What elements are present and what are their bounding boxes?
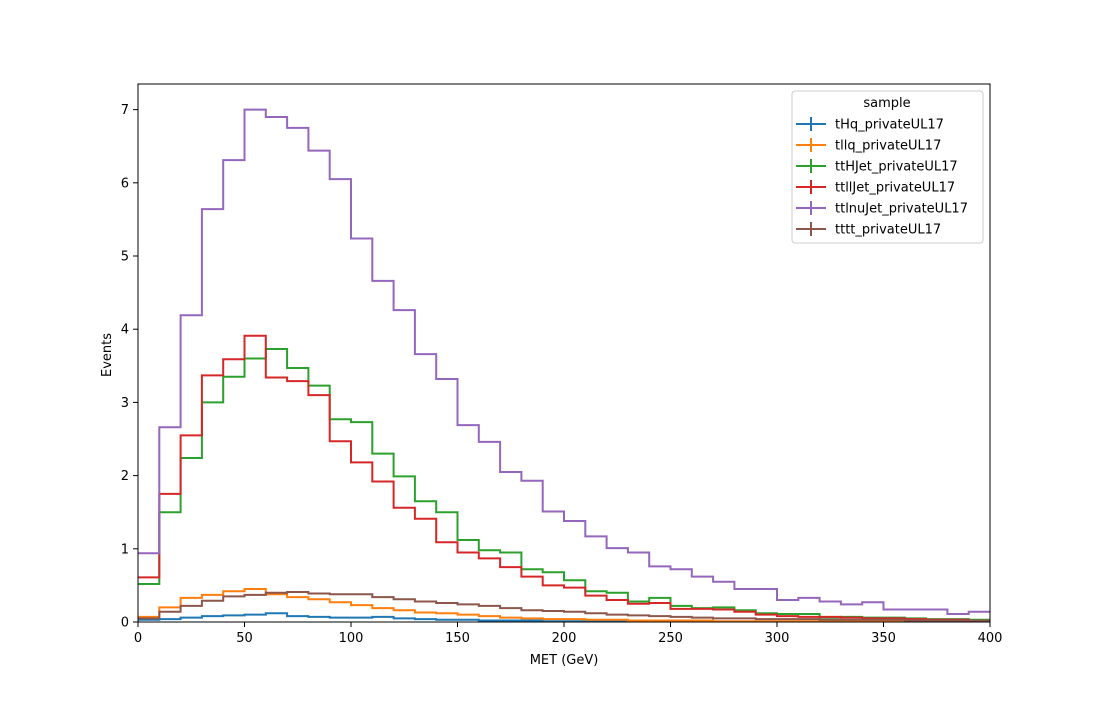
legend-label: ttllJet_privateUL17 [835,181,955,196]
legend-entry: ttllJet_privateUL17 [796,180,955,196]
x-tick-label: 400 [978,631,1003,646]
x-tick-label: 100 [339,631,364,646]
legend-label: tttt_privateUL17 [835,223,941,238]
legend: sample tHq_privateUL17 tllq_privateUL17tt… [791,90,984,244]
y-tick-label: 7 [121,103,129,118]
series-line-ttllJet_privateUL17 [138,334,990,622]
legend-label: tHq_privateUL17 [835,118,944,133]
y-tick-label: 1 [121,542,129,557]
x-axis-label: MET (GeV) [530,653,599,668]
legend-entry: tttt_privateUL17 [796,222,941,238]
y-tick-label: 0 [121,616,129,631]
x-tick-label: 250 [658,631,683,646]
x-tick-label: 200 [552,631,577,646]
series-line-tllq_privateUL17 [138,588,990,622]
legend-entry: ttHJet_privateUL17 [796,159,958,175]
legend-label: ttHJet_privateUL17 [835,160,958,175]
x-tick-label: 350 [871,631,896,646]
y-axis-label: Events [100,333,115,377]
series-line-ttlnuJet_privateUL17 [138,108,990,615]
y-tick-label: 6 [121,176,129,191]
legend-title: sample [863,96,910,111]
plot-area [138,108,990,622]
y-tick-label: 5 [121,250,129,265]
axes: 0 50 100 150 200 250 300 350 400 0 1 2 3 4 5 6 7 [121,83,1003,646]
x-tick-label: 50 [236,631,253,646]
legend-entry: tHq_privateUL17 [796,117,944,133]
x-tick-label: 0 [134,631,142,646]
legend-box [791,90,984,244]
y-tick-label: 3 [121,396,129,411]
y-tick-label: 2 [121,469,129,484]
y-tick-label: 4 [121,323,129,338]
series-line-tHq_privateUL17 [138,612,990,622]
legend-label: ttlnuJet_privateUL17 [835,202,968,217]
x-tick-label: 150 [445,631,470,646]
legend-entry: tllq_privateUL17 [796,138,941,154]
legend-label: tllq_privateUL17 [835,139,941,154]
legend-entry: ttlnuJet_privateUL17 [796,201,968,217]
series-line-tttt_privateUL17 [138,590,990,622]
x-tick-label: 300 [765,631,790,646]
